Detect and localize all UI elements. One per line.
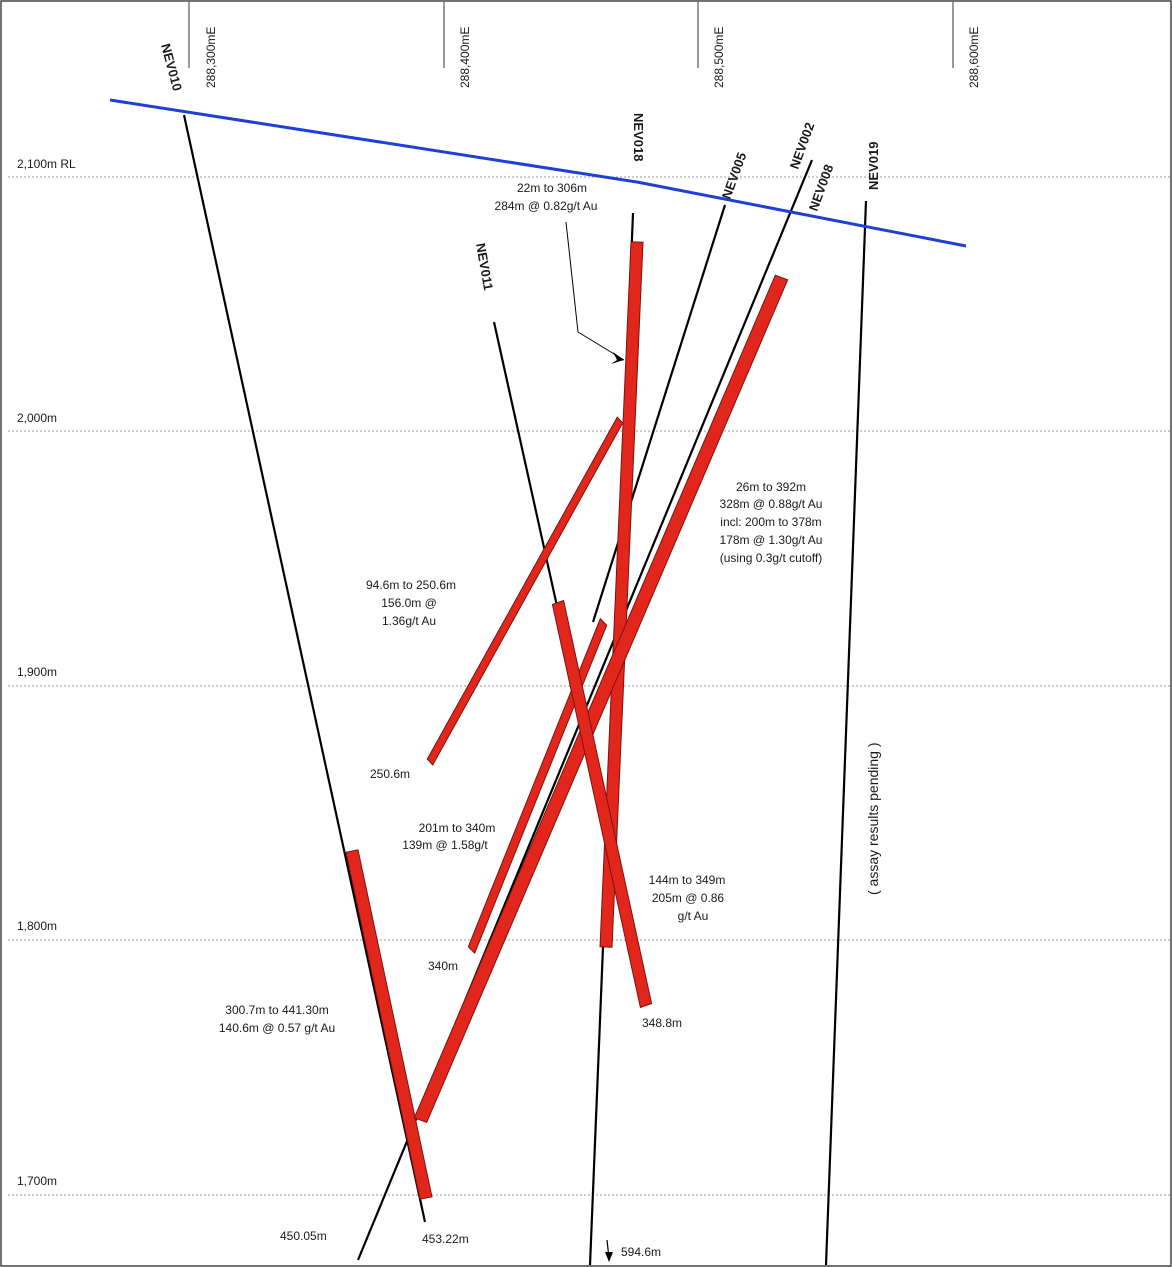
annotation-nev018-grade: 284m @ 0.82g/t Au bbox=[495, 199, 598, 213]
annotation-nev005-depth: 250.6m bbox=[370, 767, 410, 781]
elevation-label-2000: 2,000m bbox=[17, 411, 57, 425]
easting-labels: 288,300mE 288,400mE 288,500mE 288,600mE bbox=[204, 27, 981, 88]
annotation-nev018-depth: 594.6m bbox=[621, 1245, 661, 1259]
annotation-nev002-range: 201m to 340m bbox=[419, 821, 496, 835]
annotation-nev010-depth: 453.22m bbox=[422, 1232, 469, 1246]
easting-ticks bbox=[188, 2, 954, 68]
easting-label-288500: 288,500mE bbox=[712, 27, 726, 88]
annotation-nev011-unit: g/t Au bbox=[678, 909, 709, 923]
intercept-nev005 bbox=[426, 416, 624, 766]
intercepts bbox=[345, 241, 789, 1200]
annotation-nev008-range: 26m to 392m bbox=[736, 480, 806, 494]
elevation-label-1700: 1,700m bbox=[17, 1174, 57, 1188]
intercept-nev002 bbox=[467, 617, 608, 954]
annotation-nev005-grade: 1.36g/t Au bbox=[382, 614, 436, 628]
annotation-nev018-range: 22m to 306m bbox=[517, 181, 587, 195]
annotation-nev002-depth: 340m bbox=[428, 959, 458, 973]
annotation-nev008-incl-range: incl: 200m to 378m bbox=[720, 515, 821, 529]
hole-label-nev002: NEV002 bbox=[787, 120, 818, 171]
trace-nev005 bbox=[591, 204, 727, 623]
hole-label-nev018: NEV018 bbox=[631, 113, 646, 161]
hole-label-nev005: NEV005 bbox=[719, 150, 750, 201]
annotation-nev011-range: 144m to 349m bbox=[649, 873, 726, 887]
annotation-nev010-range: 300.7m to 441.30m bbox=[225, 1003, 328, 1017]
intercept-nev008 bbox=[413, 274, 789, 1124]
elevation-label-1800: 1,800m bbox=[17, 919, 57, 933]
hole-label-nev011: NEV011 bbox=[473, 242, 496, 292]
hole-label-nev019: NEV019 bbox=[866, 142, 881, 190]
trace-nev010 bbox=[182, 114, 427, 1223]
elevation-label-1900: 1,900m bbox=[17, 665, 57, 679]
annotation-nev011-grade: 205m @ 0.86 bbox=[652, 891, 725, 905]
drill-traces bbox=[182, 114, 868, 1266]
elevation-label-2100: 2,100m RL bbox=[17, 157, 76, 171]
easting-label-288400: 288,400mE bbox=[458, 27, 472, 88]
annotation-nev019-pending: ( assay results pending ) bbox=[865, 742, 881, 895]
hole-label-nev010: NEV010 bbox=[158, 42, 185, 93]
leader-line bbox=[565, 221, 625, 361]
elevation-labels: 2,100m RL 2,000m 1,900m 1,800m 1,700m bbox=[17, 157, 76, 1188]
elevation-gridlines bbox=[8, 176, 1170, 1196]
nev018-leader bbox=[565, 221, 625, 364]
easting-label-288600: 288,600mE bbox=[967, 27, 981, 88]
continuation-arrowhead bbox=[605, 1252, 613, 1262]
intercept-nev010 bbox=[345, 849, 433, 1200]
intercept-nev018 bbox=[599, 241, 644, 948]
annotation-nev010-grade: 140.6m @ 0.57 g/t Au bbox=[219, 1021, 335, 1035]
annotation-nev008-incl-grade: 178m @ 1.30g/t Au bbox=[720, 533, 823, 547]
annotation-nev005-range: 94.6m to 250.6m bbox=[366, 578, 456, 592]
intercept-annotations: 22m to 306m 284m @ 0.82g/t Au 26m to 392… bbox=[219, 181, 881, 1259]
nev018-continuation-arrow bbox=[605, 1239, 613, 1262]
trace-nev019 bbox=[824, 200, 868, 1266]
leader-arrowhead bbox=[611, 352, 624, 364]
topographic-surface-line bbox=[109, 98, 967, 248]
intercept-nev011 bbox=[551, 599, 653, 1009]
hole-label-nev008: NEV008 bbox=[806, 162, 837, 213]
easting-label-288300: 288,300mE bbox=[204, 27, 218, 88]
annotation-nev002-grade: 139m @ 1.58g/t bbox=[402, 838, 488, 852]
annotation-nev005-length: 156.0m @ bbox=[381, 596, 437, 610]
annotation-nev008-cutoff: (using 0.3g/t cutoff) bbox=[720, 551, 823, 565]
annotation-nev011-depth: 348.8m bbox=[642, 1016, 682, 1030]
annotation-nev008-grade: 328m @ 0.88g/t Au bbox=[720, 497, 823, 511]
annotation-nev008-depth: 450.05m bbox=[280, 1229, 327, 1243]
